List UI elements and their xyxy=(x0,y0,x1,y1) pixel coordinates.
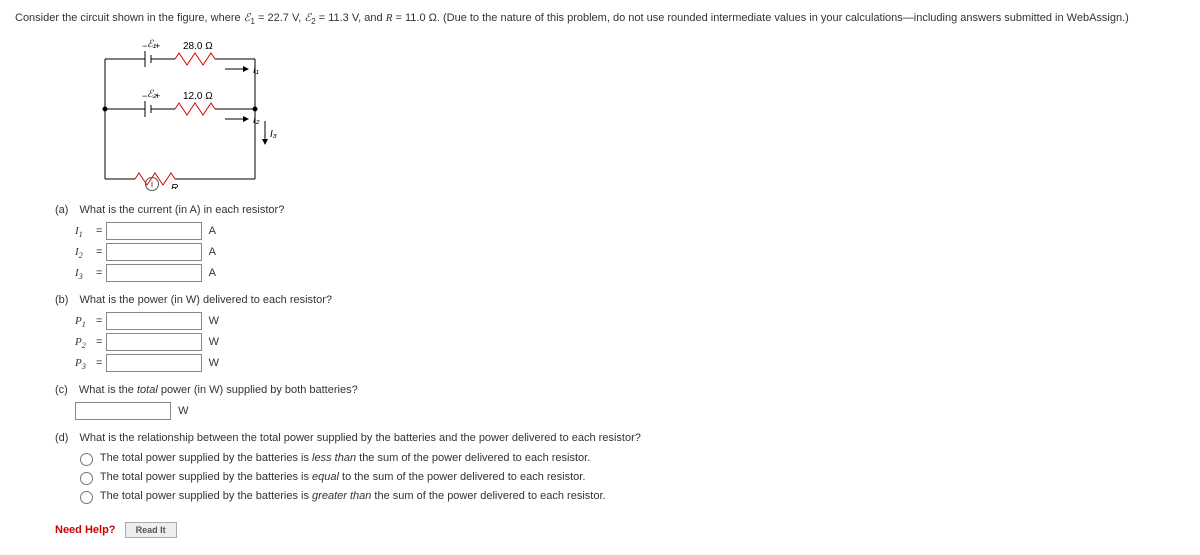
part-b-question: What is the power (in W) delivered to ea… xyxy=(80,294,333,306)
input-i2[interactable] xyxy=(106,243,202,261)
row-i2: I2 = A xyxy=(75,243,1185,261)
option-equal: The total power supplied by the batterie… xyxy=(75,469,1185,485)
input-i1[interactable] xyxy=(106,222,202,240)
radio-greater[interactable] xyxy=(80,491,93,504)
input-total-power[interactable] xyxy=(75,402,171,420)
circuit-figure: − + − + xyxy=(75,39,295,189)
label-r2: 12.0 Ω xyxy=(183,91,213,102)
part-a: (a) What is the current (in A) in each r… xyxy=(55,204,1185,282)
label-r1: 28.0 Ω xyxy=(183,41,213,52)
input-i3[interactable] xyxy=(106,264,202,282)
row-total-power: W xyxy=(75,402,1185,420)
input-p2[interactable] xyxy=(106,333,202,351)
need-help-label: Need Help? xyxy=(55,524,116,536)
part-b: (b) What is the power (in W) delivered t… xyxy=(55,294,1185,372)
radio-less[interactable] xyxy=(80,453,93,466)
radio-equal[interactable] xyxy=(80,472,93,485)
label-i2: I₂ xyxy=(253,115,260,126)
row-i1: I1 = A xyxy=(75,222,1185,240)
part-c-label: (c) xyxy=(55,384,68,396)
label-e1: ℰ₁ xyxy=(147,39,156,50)
row-p1: P1 = W xyxy=(75,312,1185,330)
input-p1[interactable] xyxy=(106,312,202,330)
part-a-question: What is the current (in A) in each resis… xyxy=(80,204,285,216)
part-d-question: What is the relationship between the tot… xyxy=(80,432,641,444)
label-i3: I₃ xyxy=(270,129,277,140)
row-p2: P2 = W xyxy=(75,333,1185,351)
part-d: (d) What is the relationship between the… xyxy=(55,432,1185,504)
info-icon[interactable]: i xyxy=(145,177,159,191)
part-a-label: (a) xyxy=(55,204,68,216)
part-c-question: What is the total power (in W) supplied … xyxy=(79,384,358,396)
option-less: The total power supplied by the batterie… xyxy=(75,450,1185,466)
label-R: R xyxy=(171,183,178,189)
part-d-label: (d) xyxy=(55,432,68,444)
part-c: (c) What is the total power (in W) suppl… xyxy=(55,384,1185,420)
part-b-label: (b) xyxy=(55,294,68,306)
problem-statement: Consider the circuit shown in the figure… xyxy=(15,10,1185,29)
input-p3[interactable] xyxy=(106,354,202,372)
label-e2: ℰ₂ xyxy=(147,89,157,100)
row-p3: P3 = W xyxy=(75,354,1185,372)
need-help: Need Help? Read It xyxy=(55,522,1185,538)
option-greater: The total power supplied by the batterie… xyxy=(75,488,1185,504)
read-it-button[interactable]: Read It xyxy=(125,522,177,538)
label-i1: I₁ xyxy=(253,65,259,76)
row-i3: I3 = A xyxy=(75,264,1185,282)
